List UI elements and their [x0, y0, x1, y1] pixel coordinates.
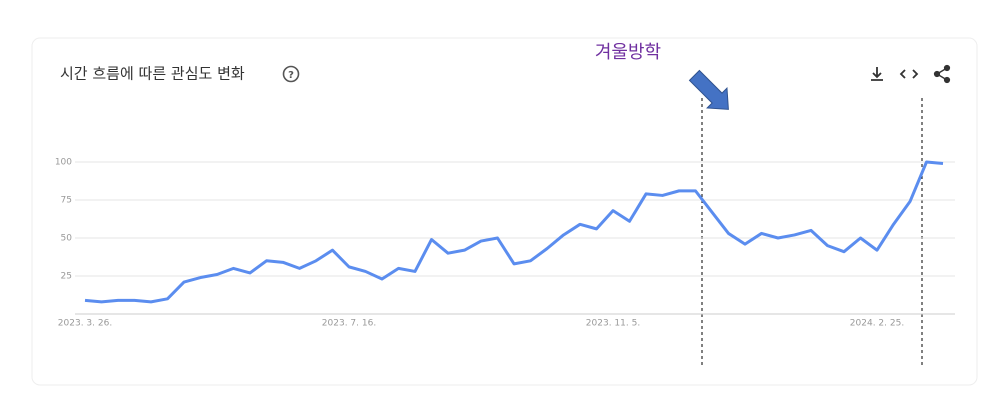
x-tick-label: 2023. 7. 16.: [322, 319, 376, 329]
chart-title: 시간 흐름에 따른 관심도 변화: [60, 65, 245, 83]
svg-text:?: ?: [288, 70, 294, 81]
annotation: 겨울방학: [595, 42, 661, 63]
line: [84, 160, 944, 304]
help-icon[interactable]: ?: [282, 65, 300, 83]
x-tick-label: 2023. 3. 26.: [58, 319, 112, 329]
y-tick-label: 50: [61, 234, 73, 244]
share-icon[interactable]: [933, 64, 951, 84]
download-icon[interactable]: [871, 67, 883, 81]
arrow: [688, 69, 729, 110]
x-tick-label: 2023. 11. 5.: [586, 319, 640, 329]
y-tick-label: 75: [61, 196, 72, 206]
embed-icon[interactable]: [899, 69, 919, 79]
y-tick-label: 25: [61, 272, 72, 282]
y-tick-label: 100: [55, 158, 72, 168]
x-tick-label: 2024. 2. 25.: [850, 319, 904, 329]
card: [31, 37, 978, 386]
